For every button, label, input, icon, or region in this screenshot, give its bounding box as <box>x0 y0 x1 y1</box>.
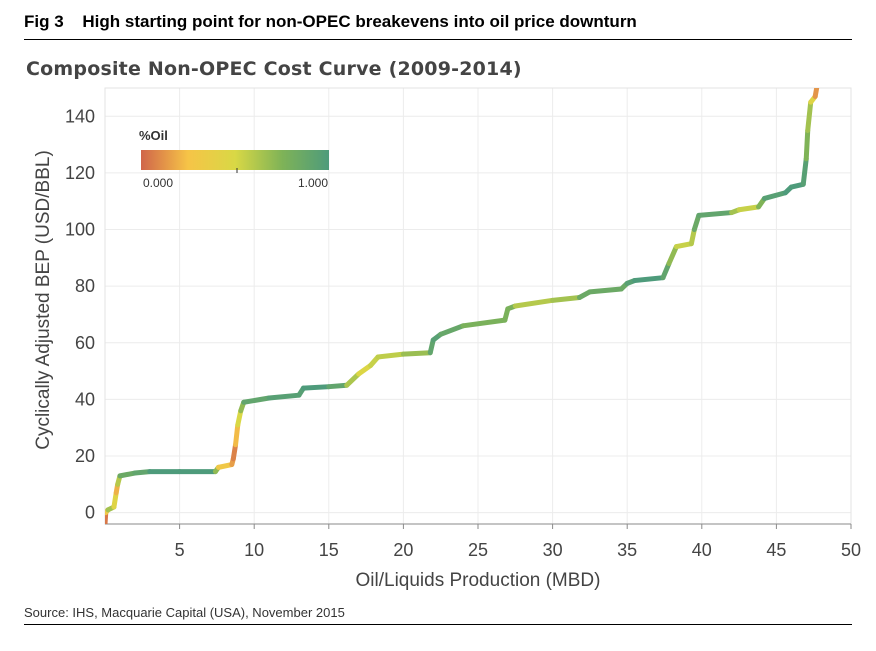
curve-segment <box>344 371 362 388</box>
y-tick-label: 120 <box>65 163 95 183</box>
curve-segment <box>673 241 694 250</box>
source-note: Source: IHS, Macquarie Capital (USA), No… <box>24 605 345 620</box>
curve-segment <box>632 275 666 284</box>
x-tick-label: 25 <box>468 540 488 560</box>
legend-gradient-bar <box>141 150 329 170</box>
chart-title: Composite Non-OPEC Cost Curve (2009-2014… <box>26 58 522 80</box>
curve-segment <box>375 351 406 360</box>
curve-segment <box>803 127 811 162</box>
y-axis-label: Cyclically Adjusted BEP (USD/BBL) <box>33 150 54 450</box>
footer-rule <box>24 624 852 625</box>
header-rule <box>24 39 852 40</box>
curve-segment <box>666 244 679 267</box>
curve-segment <box>761 190 788 201</box>
curve-segment <box>300 384 332 391</box>
figure-number: Fig 3 <box>24 12 64 31</box>
x-tick-label: 20 <box>393 540 413 560</box>
x-tick-label: 35 <box>617 540 637 560</box>
curve-segment <box>696 210 735 218</box>
curve-segment <box>736 204 761 213</box>
curve-segment <box>460 317 508 329</box>
x-axis-ticks: 5 10 15 20 25 30 35 40 45 50 <box>175 524 861 560</box>
curve-segment <box>587 286 624 295</box>
legend-title: %Oil <box>139 128 168 143</box>
x-tick-label: 10 <box>244 540 264 560</box>
cost-curve-series <box>105 88 820 524</box>
figure-title: High starting point for non-OPEC breakev… <box>82 12 637 31</box>
x-tick-label: 45 <box>766 540 786 560</box>
curve-segment <box>326 382 350 390</box>
y-tick-label: 60 <box>75 333 95 353</box>
curve-segment <box>266 392 302 401</box>
legend: %Oil 0.000 1.000 <box>139 128 329 190</box>
y-axis-ticks: 0 20 40 60 80 100 120 140 <box>65 106 95 522</box>
x-tick-label: 15 <box>319 540 339 560</box>
legend-min-label: 0.000 <box>143 176 173 190</box>
curve-segment <box>805 99 814 133</box>
curve-segment <box>400 350 433 357</box>
curve-segment <box>438 323 466 337</box>
curve-segment <box>660 261 672 281</box>
y-tick-label: 140 <box>65 106 95 126</box>
x-axis-label: Oil/Liquids Production (MBD) <box>356 570 601 591</box>
gridlines <box>105 88 852 524</box>
curve-segment <box>812 88 820 99</box>
y-tick-label: 40 <box>75 389 95 409</box>
curve-segment <box>512 297 556 309</box>
y-tick-label: 20 <box>75 446 95 466</box>
curve-segment <box>800 156 809 187</box>
x-tick-label: 40 <box>692 540 712 560</box>
curve-segment <box>241 395 272 405</box>
x-tick-label: 30 <box>543 540 563 560</box>
curve-segment <box>233 422 241 448</box>
y-tick-label: 80 <box>75 276 95 296</box>
figure-header: Fig 3 High starting point for non-OPEC b… <box>24 12 637 32</box>
curve-segment <box>550 295 582 303</box>
y-tick-label: 0 <box>85 503 95 523</box>
y-tick-label: 100 <box>65 220 95 240</box>
curve-segment <box>117 470 138 479</box>
x-tick-label: 50 <box>841 540 861 560</box>
legend-max-label: 1.000 <box>298 176 328 190</box>
x-tick-label: 5 <box>175 540 185 560</box>
